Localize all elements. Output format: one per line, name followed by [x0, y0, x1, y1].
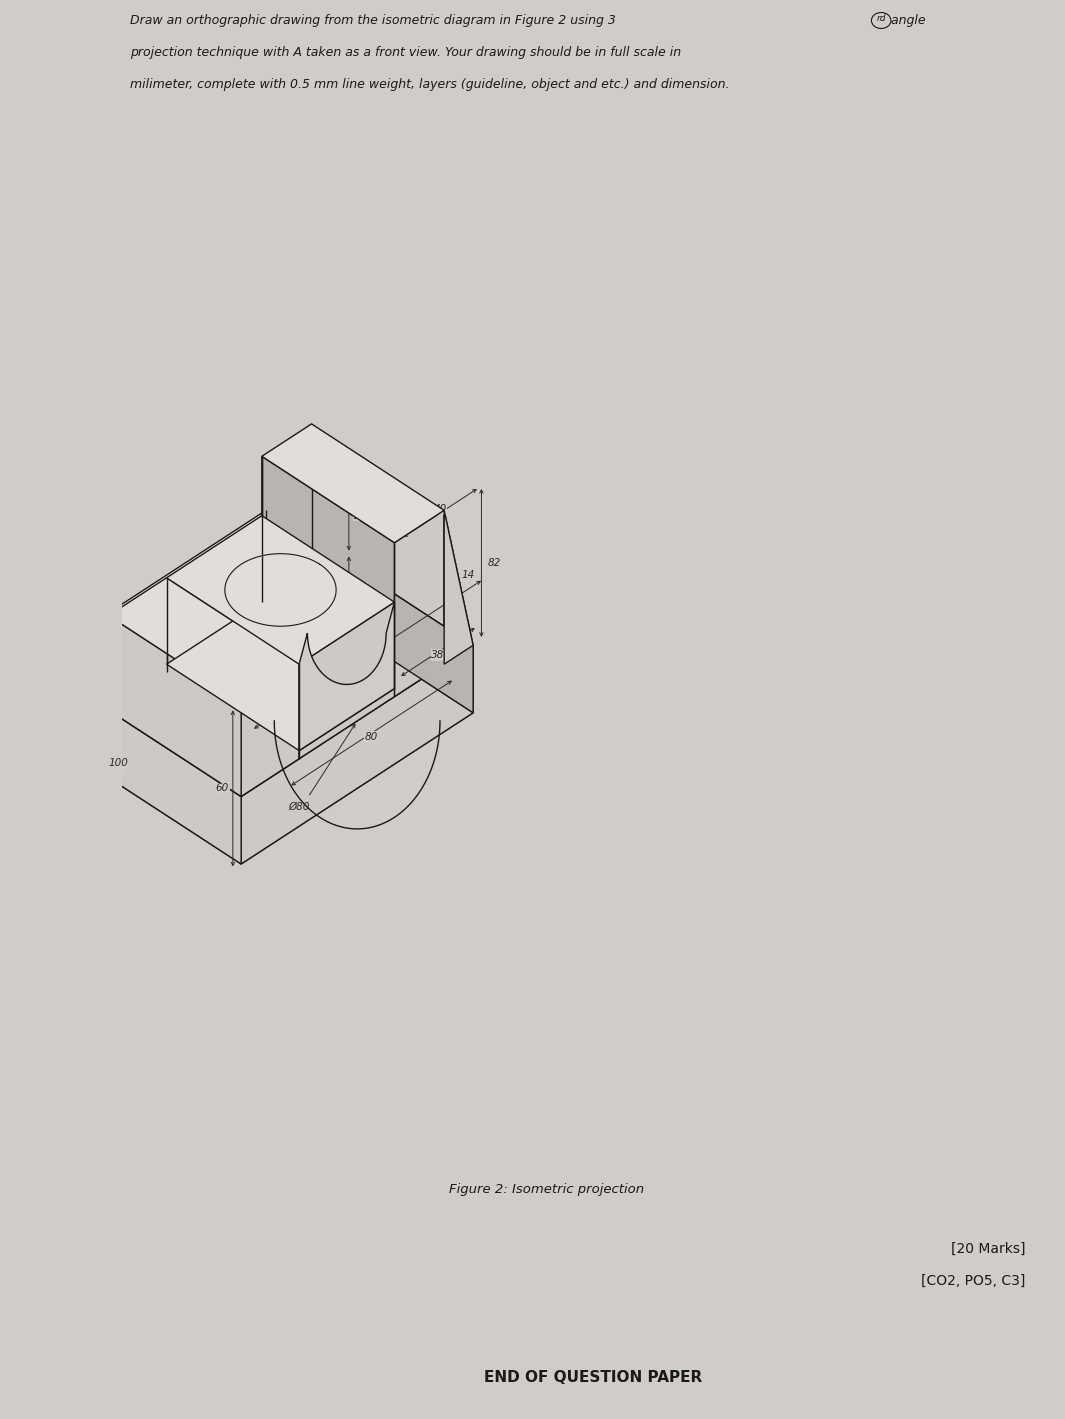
- Polygon shape: [394, 511, 444, 697]
- Polygon shape: [341, 559, 473, 646]
- Polygon shape: [444, 511, 473, 664]
- Text: 19: 19: [371, 688, 384, 698]
- Polygon shape: [444, 511, 473, 664]
- Text: 38: 38: [431, 650, 444, 660]
- Text: 25: 25: [354, 582, 367, 592]
- Text: 100: 100: [109, 759, 128, 769]
- Text: 80: 80: [365, 732, 378, 742]
- Text: [CO2, PO5, C3]: [CO2, PO5, C3]: [921, 1274, 1026, 1288]
- Polygon shape: [34, 661, 241, 864]
- Polygon shape: [241, 646, 473, 864]
- Text: Figure 2: Isometric projection: Figure 2: Isometric projection: [449, 1182, 644, 1195]
- Polygon shape: [262, 578, 444, 697]
- Text: angle: angle: [887, 14, 925, 27]
- Text: milimeter, complete with 0.5 mm line weight, layers (guideline, object and etc.): milimeter, complete with 0.5 mm line wei…: [130, 78, 730, 91]
- Polygon shape: [341, 559, 473, 712]
- Polygon shape: [262, 424, 444, 542]
- Polygon shape: [312, 424, 341, 578]
- Text: 28: 28: [354, 511, 367, 521]
- Text: 64: 64: [161, 637, 175, 647]
- Polygon shape: [109, 578, 299, 702]
- Text: Ø38: Ø38: [243, 576, 277, 589]
- Polygon shape: [262, 457, 394, 697]
- Polygon shape: [166, 602, 394, 751]
- Polygon shape: [266, 511, 473, 712]
- Text: END OF QUESTION PAPER: END OF QUESTION PAPER: [484, 1369, 702, 1385]
- Polygon shape: [241, 664, 299, 796]
- Polygon shape: [34, 511, 473, 796]
- Text: projection technique with A taken as a front view. Your drawing should be in ful: projection technique with A taken as a f…: [130, 45, 682, 60]
- Polygon shape: [312, 559, 473, 664]
- Polygon shape: [34, 578, 473, 864]
- Polygon shape: [299, 602, 394, 751]
- Polygon shape: [299, 688, 394, 759]
- Text: Ø80: Ø80: [289, 802, 310, 812]
- Polygon shape: [109, 616, 241, 796]
- Text: rd: rd: [876, 14, 886, 23]
- Text: [20 Marks]: [20 Marks]: [951, 1242, 1026, 1256]
- Text: 60: 60: [215, 783, 229, 793]
- Text: 40: 40: [433, 504, 446, 514]
- Polygon shape: [299, 602, 394, 751]
- Polygon shape: [109, 673, 299, 796]
- Text: 82: 82: [488, 558, 502, 568]
- Text: 28: 28: [269, 668, 283, 680]
- Polygon shape: [166, 515, 394, 664]
- Text: 112: 112: [358, 654, 377, 664]
- Text: Draw an orthographic drawing from the isometric diagram in Figure 2 using 3: Draw an orthographic drawing from the is…: [130, 14, 617, 27]
- Text: 14: 14: [461, 570, 475, 580]
